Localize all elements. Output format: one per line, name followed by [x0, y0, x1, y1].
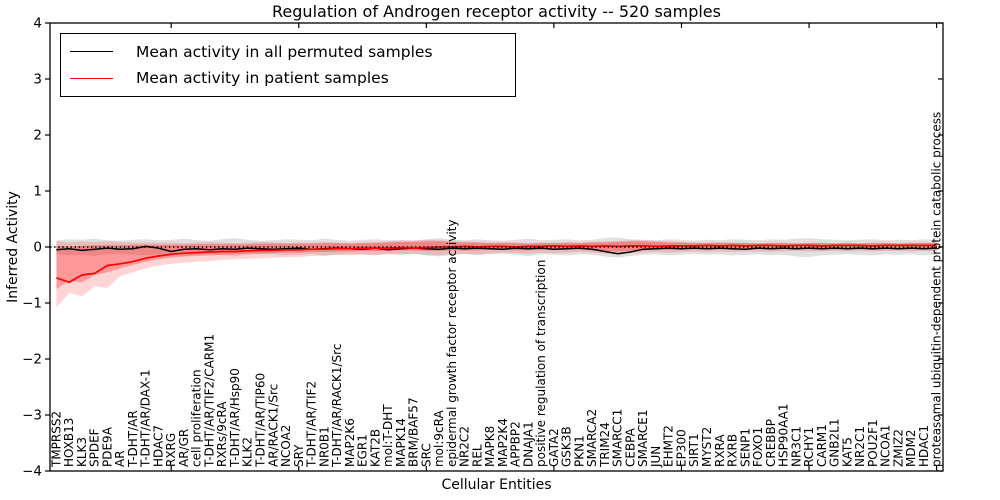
- legend-line-permuted: [70, 51, 113, 53]
- x-category-label: NR2C1: [853, 426, 867, 467]
- x-category-label: MAP2K6: [343, 418, 357, 467]
- y-tick-label: 1: [33, 184, 42, 200]
- x-category-label: CREBBP: [764, 419, 778, 467]
- x-category-label: RCHY1: [802, 427, 816, 467]
- x-category-label: MAPK8: [483, 426, 497, 467]
- x-category-label: GATA2: [547, 428, 561, 467]
- legend-label-patient: Mean activity in patient samples: [136, 69, 389, 88]
- x-category-label: FOXO1: [751, 427, 765, 467]
- x-category-label: SMARCE1: [636, 409, 650, 467]
- x-category-label: SMARCA2: [585, 409, 599, 467]
- series-line-1: [56, 244, 937, 284]
- x-category-label: mol:9cRA: [432, 410, 446, 467]
- y-tick-label: −4: [22, 464, 42, 480]
- x-category-label: T-DHT/AR/RACK1/Src: [330, 344, 344, 468]
- x-category-label: SMARCC1: [611, 409, 625, 467]
- x-category-label: KAT2B: [368, 429, 382, 467]
- legend-line-patient: [70, 77, 113, 79]
- x-category-label: CARM1: [815, 424, 829, 467]
- x-category-label: MYST2: [700, 427, 714, 467]
- x-category-label: proteasomal ubiquitin-dependent protein …: [930, 112, 944, 467]
- x-category-label: NR2C2: [458, 426, 472, 467]
- x-category-label: MAPK14: [394, 418, 408, 467]
- x-category-label: TRIM24: [598, 422, 612, 468]
- x-category-label: EGR1: [356, 434, 370, 467]
- x-category-label: T-DHT/AR: [126, 410, 140, 468]
- x-category-label: GSK3B: [560, 426, 574, 467]
- x-category-label: POU2F1: [866, 419, 880, 467]
- y-tick-label: 4: [33, 16, 42, 32]
- x-category-label: mol:T-DHT: [381, 404, 395, 467]
- y-tick-label: −1: [22, 296, 42, 312]
- legend-item-permuted: Mean activity in all permuted samples: [61, 43, 515, 61]
- legend: Mean activity in all permuted samples Me…: [60, 33, 516, 97]
- x-category-label: RXRG: [164, 433, 178, 467]
- x-category-label: T-DHT/AR/TIF2/CARM1: [202, 334, 216, 468]
- x-category-label: T-DHT/AR/Hsp90: [228, 368, 242, 468]
- x-category-label: epidermal growth factor receptor activit…: [445, 220, 459, 467]
- x-category-label: JUN: [649, 446, 663, 468]
- x-category-label: AR/RACK1/Src: [266, 384, 280, 467]
- y-tick-label: 0: [33, 240, 42, 256]
- x-category-label: T-DHT/AR/TIP60: [253, 373, 267, 468]
- x-category-label: KLK2: [241, 437, 255, 467]
- x-category-label: SPDEF: [88, 428, 102, 467]
- band-permuted-samples-range: [56, 237, 937, 258]
- x-category-label: RXRs/9cRA: [215, 401, 229, 467]
- x-category-label: MDM2: [904, 429, 918, 467]
- y-tick-label: 2: [33, 128, 42, 144]
- x-category-label: ZMIZ2: [891, 429, 905, 467]
- x-category-label: APPBP2: [509, 421, 523, 467]
- x-category-label: HDAC1: [917, 425, 931, 467]
- x-category-label: SENP1: [738, 428, 752, 467]
- x-category-label: PDE9A: [100, 426, 114, 467]
- x-category-label: PKN1: [572, 435, 586, 467]
- x-category-label: RXRB: [726, 434, 740, 467]
- band-patient-samples-outer-range: [56, 239, 937, 308]
- x-axis-label: Cellular Entities: [441, 477, 552, 493]
- x-category-label: AR: [113, 450, 127, 467]
- x-category-label: SRC: [419, 443, 433, 467]
- x-category-label: cell proliferation: [190, 369, 204, 467]
- x-category-label: KAT5: [840, 437, 854, 467]
- x-category-label: EP300: [674, 429, 688, 467]
- x-category-label: SIRT1: [687, 433, 701, 467]
- x-category-label: TMPRSS2: [49, 411, 63, 468]
- y-tick-label: 3: [33, 72, 42, 88]
- x-category-label: MAP2K4: [496, 418, 510, 467]
- x-category-label: EHMT2: [662, 425, 676, 467]
- x-category-label: KLK3: [75, 437, 89, 467]
- x-category-label: HDAC7: [151, 425, 165, 467]
- series-line-0: [56, 245, 937, 255]
- x-category-label: NCOA1: [879, 425, 893, 467]
- x-category-label: NCOA2: [279, 425, 293, 467]
- x-category-label: CEBPA: [623, 427, 637, 467]
- x-category-label: HSP90AA1: [777, 403, 791, 467]
- x-category-label: RXRA: [713, 434, 727, 467]
- x-category-label: REL: [470, 444, 484, 467]
- x-category-label: NR0B1: [317, 426, 331, 467]
- y-tick-label: −3: [22, 408, 42, 424]
- x-category-label: T-DHT/AR/TIF2: [305, 381, 319, 468]
- x-category-label: BRM/BAF57: [407, 397, 421, 467]
- legend-label-permuted: Mean activity in all permuted samples: [136, 42, 433, 61]
- y-tick-label: −2: [22, 352, 42, 368]
- x-category-label: positive regulation of transcription: [534, 260, 548, 467]
- x-category-label: AR/GR: [177, 429, 191, 467]
- x-category-label: SRY: [292, 444, 306, 467]
- x-category-label: T-DHT/AR/DAX-1: [139, 369, 153, 468]
- x-category-label: DNAJA1: [521, 421, 535, 467]
- x-category-label: HOXB13: [62, 418, 76, 467]
- x-category-label: GNB2L1: [828, 419, 842, 467]
- chart-title: Regulation of Androgen receptor activity…: [272, 2, 721, 21]
- x-category-label: NR3C1: [789, 426, 803, 467]
- legend-item-patient: Mean activity in patient samples: [61, 69, 515, 87]
